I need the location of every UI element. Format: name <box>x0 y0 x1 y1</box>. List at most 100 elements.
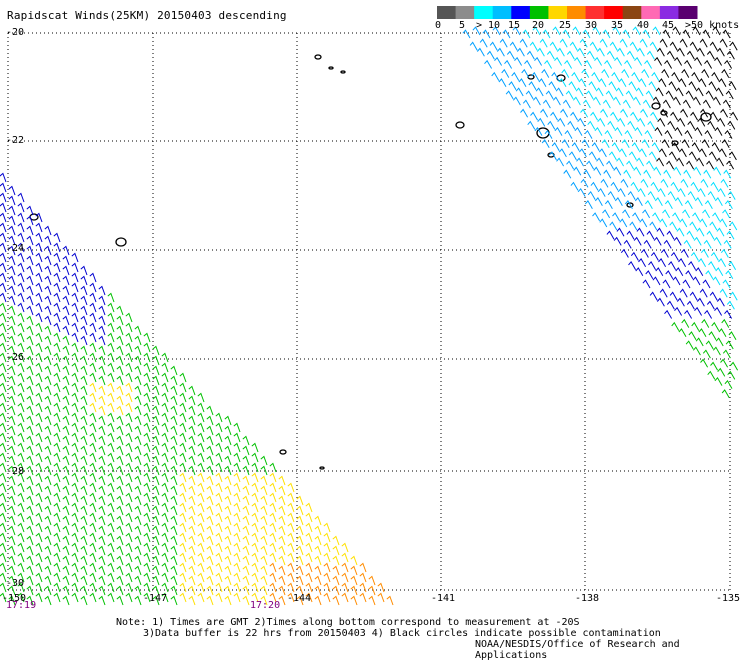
wind-barb <box>269 482 277 493</box>
wind-barb <box>197 432 205 443</box>
wind-barb <box>673 166 682 176</box>
wind-barb <box>529 41 538 51</box>
wind-barb <box>89 462 97 473</box>
wind-barb <box>251 502 259 513</box>
wind-barb <box>125 402 133 413</box>
wind-barb <box>80 365 88 376</box>
wind-barb <box>8 225 16 236</box>
lon-label: -138 <box>575 593 600 604</box>
wind-barb <box>53 482 61 493</box>
wind-barb <box>134 405 142 416</box>
wind-barb <box>0 572 7 583</box>
wind-barb <box>152 505 160 516</box>
wind-barb <box>670 181 679 191</box>
wind-barb <box>161 482 169 493</box>
wind-barb <box>116 395 124 406</box>
wind-barb <box>8 475 16 486</box>
wind-barb <box>35 452 43 463</box>
wind-barb <box>161 552 169 563</box>
wind-barb <box>80 335 88 346</box>
wind-barb <box>143 412 151 423</box>
wind-barb <box>188 445 196 456</box>
wind-barb <box>35 272 43 283</box>
wind-barb <box>726 230 735 240</box>
wind-barb <box>581 139 590 149</box>
wind-barb <box>314 565 322 576</box>
wind-barb <box>53 422 61 433</box>
wind-barb <box>8 215 16 226</box>
wind-barb <box>642 209 651 219</box>
wind-barb <box>0 362 7 373</box>
wind-barb <box>98 355 106 366</box>
wind-barb <box>35 402 43 413</box>
wind-barb <box>601 139 610 149</box>
wind-barb <box>717 117 726 127</box>
wind-barb <box>89 482 97 493</box>
wind-barb <box>134 515 142 526</box>
wind-barb <box>80 325 88 336</box>
wind-barb <box>688 151 697 161</box>
wind-barb <box>80 265 88 276</box>
wind-barb <box>53 552 61 563</box>
wind-barb <box>8 365 16 376</box>
wind-barb <box>0 502 7 513</box>
wind-barb <box>570 111 579 121</box>
wind-barb <box>643 239 652 249</box>
wind-barb <box>53 262 61 273</box>
wind-barb <box>62 345 70 356</box>
wind-barb <box>206 525 214 536</box>
wind-barb <box>652 96 661 106</box>
wind-barb <box>644 129 653 139</box>
wind-barb <box>161 352 169 363</box>
wind-barb <box>206 595 214 606</box>
wind-barb <box>710 361 719 371</box>
wind-barb <box>125 422 133 433</box>
wind-barb <box>314 595 322 606</box>
wind-barb <box>53 332 61 343</box>
wind-barb <box>53 302 61 313</box>
wind-barb <box>35 552 43 563</box>
wind-barb <box>224 565 232 576</box>
wind-barb <box>125 362 133 373</box>
wind-barb <box>726 160 735 170</box>
wind-barb <box>640 248 649 258</box>
wind-barb <box>53 252 61 263</box>
wind-barb <box>134 365 142 376</box>
wind-barb <box>224 575 232 586</box>
wind-barb <box>44 355 52 366</box>
wind-barb <box>260 495 268 506</box>
wind-barb <box>134 435 142 446</box>
wind-barb <box>35 252 43 263</box>
wind-barb <box>152 555 160 566</box>
wind-barb <box>626 160 635 170</box>
wind-barb <box>116 385 124 396</box>
wind-barb <box>179 422 187 433</box>
wind-barb <box>557 117 566 127</box>
wind-barb <box>125 312 133 323</box>
wind-barb <box>152 535 160 546</box>
wind-barb <box>462 29 471 39</box>
wind-barb <box>694 126 703 136</box>
legend-label: 45 <box>662 20 675 31</box>
wind-barb <box>595 87 604 97</box>
wind-barb <box>134 325 142 336</box>
wind-barb <box>8 275 16 286</box>
wind-barb <box>116 355 124 366</box>
wind-barb <box>125 332 133 343</box>
wind-barb <box>152 495 160 506</box>
wind-barb <box>696 157 705 167</box>
wind-barb <box>534 126 543 136</box>
wind-barb <box>53 572 61 583</box>
wind-barb <box>98 365 106 376</box>
wind-barb <box>699 218 708 228</box>
wind-barb <box>600 108 609 118</box>
wind-barb <box>125 562 133 573</box>
wind-barb <box>623 169 632 179</box>
wind-barb <box>681 139 690 149</box>
wind-barb <box>170 575 178 586</box>
wind-barb <box>0 482 7 493</box>
wind-barb <box>0 542 7 553</box>
wind-barb <box>260 505 268 516</box>
wind-barb <box>170 535 178 546</box>
wind-barb <box>80 355 88 366</box>
